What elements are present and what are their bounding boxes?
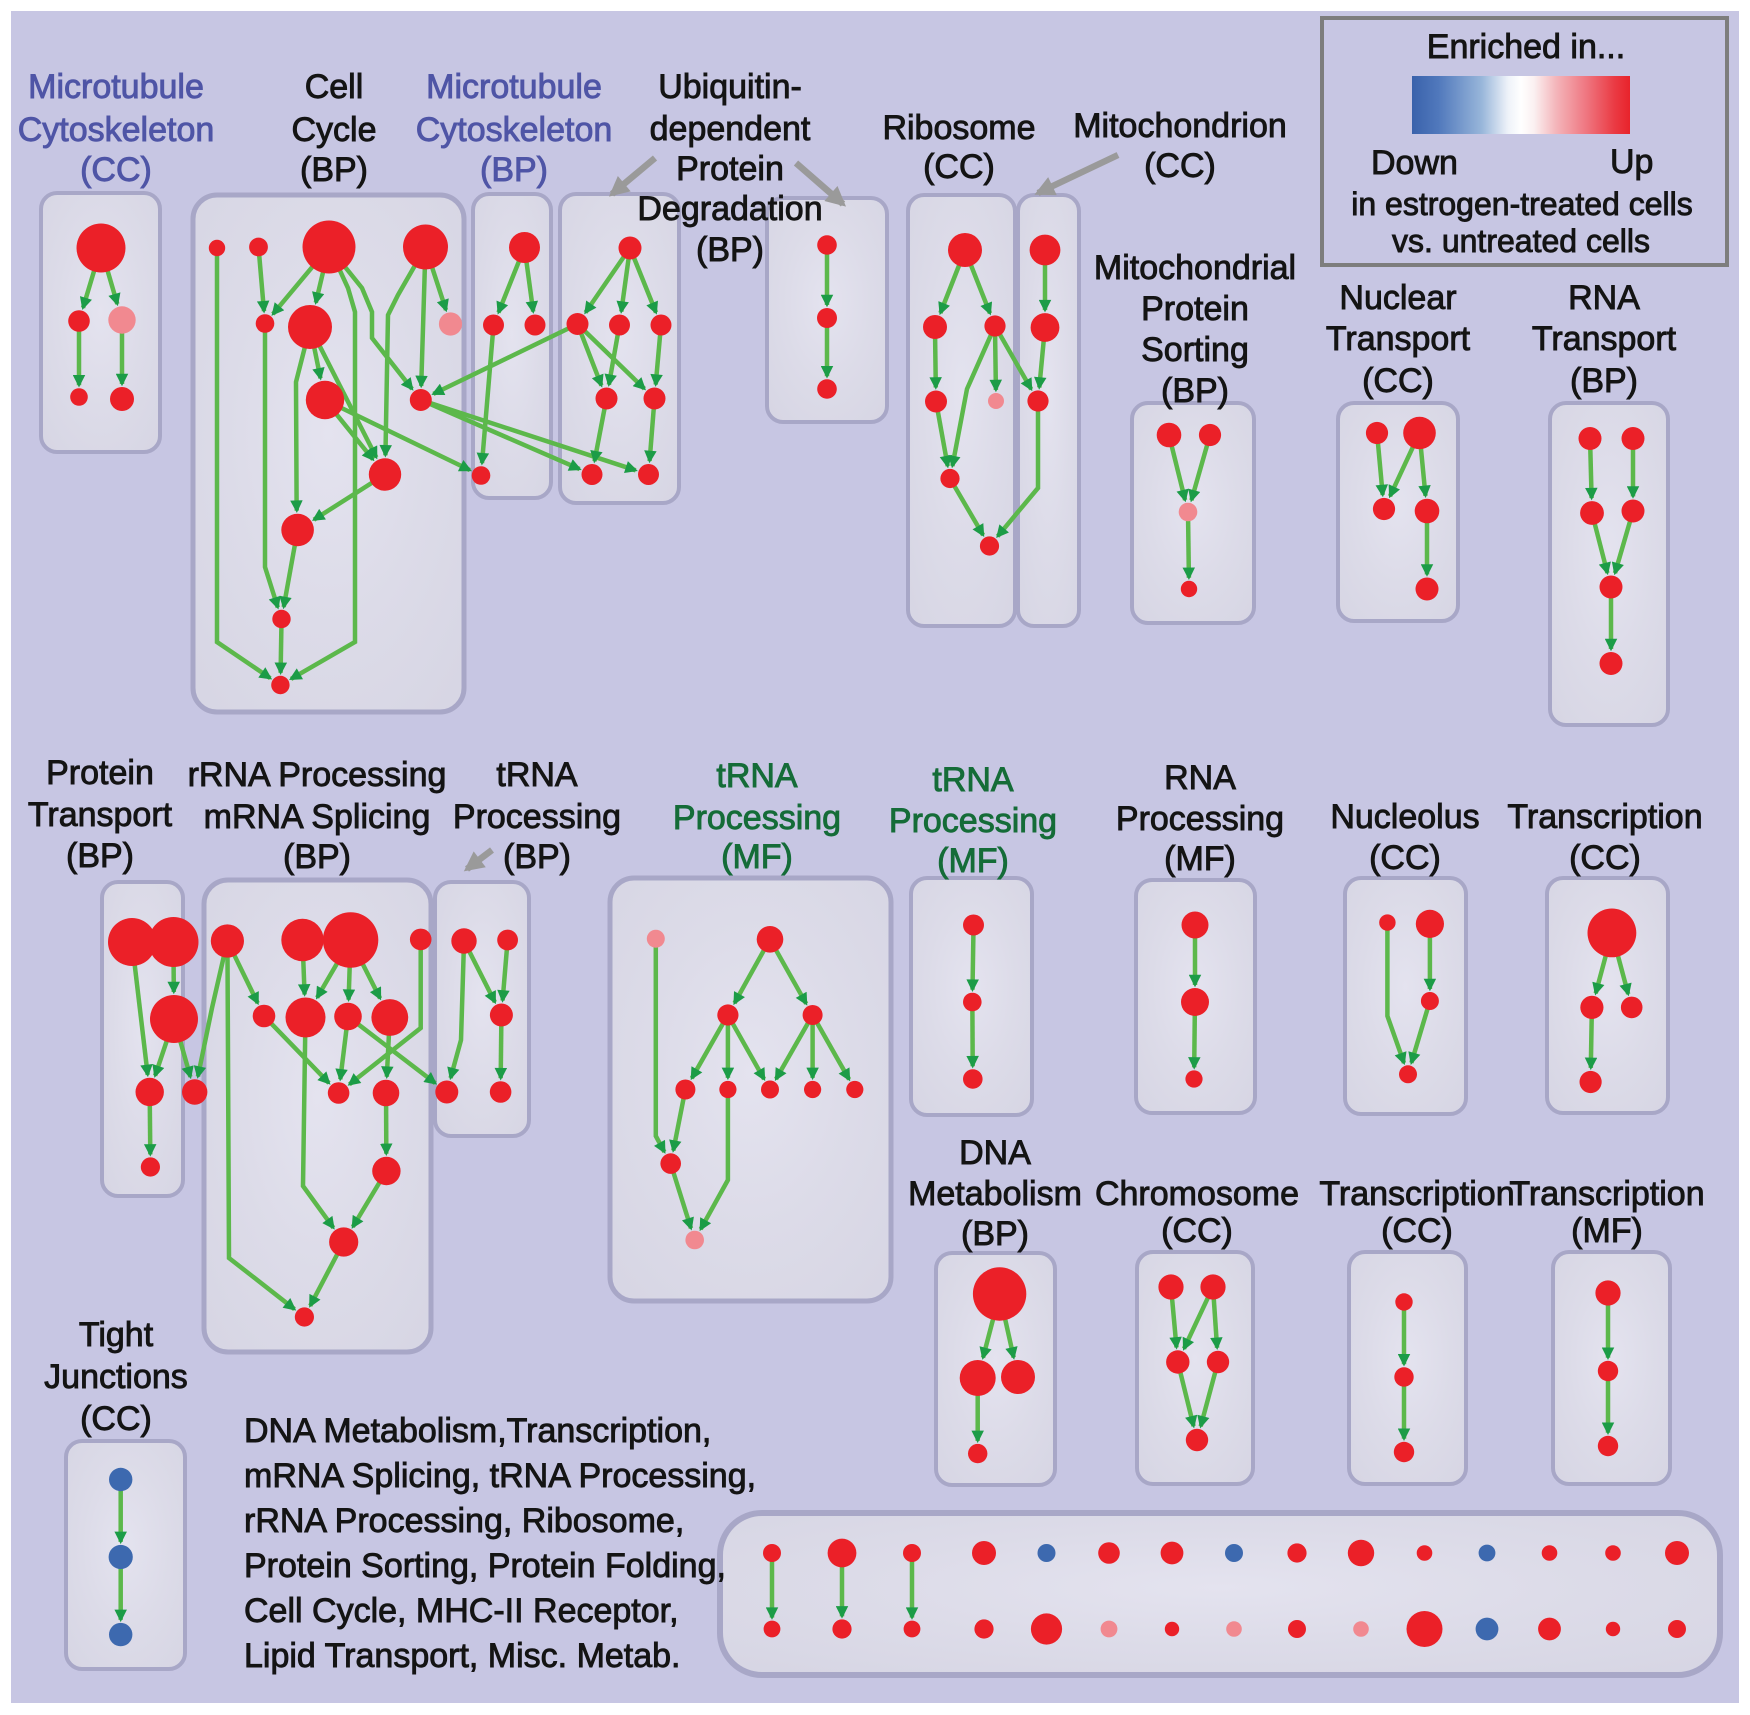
svg-text:Microtubule: Microtubule — [28, 68, 204, 106]
svg-text:Nuclear: Nuclear — [1339, 279, 1456, 317]
svg-text:Junctions: Junctions — [44, 1358, 188, 1396]
svg-text:Protein Sorting, Protein Foldi: Protein Sorting, Protein Folding, — [244, 1547, 726, 1585]
svg-text:(CC): (CC) — [1161, 1212, 1233, 1250]
svg-text:in estrogen-treated cells: in estrogen-treated cells — [1351, 186, 1693, 222]
svg-text:Cell: Cell — [305, 68, 364, 106]
svg-text:(BP): (BP) — [503, 838, 571, 876]
svg-text:(CC): (CC) — [1144, 147, 1216, 185]
svg-text:Mitochondrion: Mitochondrion — [1073, 107, 1287, 145]
svg-text:RNA: RNA — [1164, 759, 1236, 797]
svg-text:Nucleolus: Nucleolus — [1330, 798, 1479, 836]
svg-text:(BP): (BP) — [696, 231, 764, 269]
svg-text:(BP): (BP) — [961, 1215, 1029, 1253]
svg-text:Microtubule: Microtubule — [426, 68, 602, 106]
svg-text:Cell Cycle, MHC-II Receptor,: Cell Cycle, MHC-II Receptor, — [244, 1592, 679, 1630]
svg-text:Transcription: Transcription — [1509, 1175, 1704, 1213]
svg-text:(CC): (CC) — [923, 148, 995, 186]
svg-text:Up: Up — [1610, 143, 1653, 181]
svg-text:Mitochondrial: Mitochondrial — [1094, 249, 1296, 287]
svg-text:rRNA Processing: rRNA Processing — [188, 756, 447, 794]
svg-text:Protein: Protein — [1141, 290, 1249, 328]
svg-text:(CC): (CC) — [1569, 839, 1641, 877]
svg-text:(MF): (MF) — [1571, 1212, 1643, 1250]
svg-text:Ubiquitin-: Ubiquitin- — [658, 68, 802, 106]
svg-text:Lipid Transport, Misc. Metab.: Lipid Transport, Misc. Metab. — [244, 1637, 681, 1675]
svg-text:tRNA: tRNA — [496, 756, 578, 794]
svg-text:Degradation: Degradation — [637, 190, 822, 228]
svg-text:(BP): (BP) — [283, 838, 351, 876]
svg-text:Transcription: Transcription — [1319, 1175, 1514, 1213]
svg-text:tRNA: tRNA — [932, 761, 1014, 799]
svg-text:Protein: Protein — [676, 150, 784, 188]
svg-text:Cycle: Cycle — [291, 111, 376, 149]
svg-text:DNA: DNA — [959, 1134, 1031, 1172]
svg-text:Transport: Transport — [1326, 320, 1471, 358]
svg-text:Cytoskeleton: Cytoskeleton — [416, 111, 613, 149]
svg-text:Ribosome: Ribosome — [882, 109, 1035, 147]
svg-text:(CC): (CC) — [1381, 1212, 1453, 1250]
svg-text:(MF): (MF) — [937, 842, 1009, 880]
svg-text:(BP): (BP) — [66, 837, 134, 875]
svg-text:DNA Metabolism,Transcription,: DNA Metabolism,Transcription, — [244, 1412, 711, 1450]
svg-text:(CC): (CC) — [80, 151, 152, 189]
svg-text:Enriched in...: Enriched in... — [1427, 28, 1625, 66]
svg-text:Processing: Processing — [1116, 800, 1284, 838]
svg-text:Tight: Tight — [79, 1316, 154, 1354]
svg-text:rRNA Processing, Ribosome,: rRNA Processing, Ribosome, — [244, 1502, 684, 1540]
svg-text:Transcription: Transcription — [1507, 798, 1702, 836]
svg-text:Down: Down — [1371, 144, 1458, 182]
svg-text:Cytoskeleton: Cytoskeleton — [18, 111, 215, 149]
svg-text:(CC): (CC) — [1362, 362, 1434, 400]
svg-text:RNA: RNA — [1568, 279, 1640, 317]
svg-text:(MF): (MF) — [1164, 840, 1236, 878]
svg-text:tRNA: tRNA — [716, 757, 798, 795]
svg-text:Transport: Transport — [28, 796, 173, 834]
svg-text:dependent: dependent — [650, 110, 811, 148]
svg-text:(BP): (BP) — [1161, 372, 1229, 410]
svg-text:Processing: Processing — [889, 802, 1057, 840]
svg-text:Transport: Transport — [1532, 320, 1677, 358]
svg-text:(BP): (BP) — [1570, 362, 1638, 400]
svg-text:Chromosome: Chromosome — [1095, 1175, 1299, 1213]
svg-text:Processing: Processing — [453, 798, 621, 836]
svg-text:Processing: Processing — [673, 799, 841, 837]
svg-text:(CC): (CC) — [1369, 839, 1441, 877]
svg-text:mRNA Splicing, tRNA Processing: mRNA Splicing, tRNA Processing, — [244, 1457, 756, 1495]
svg-text:Protein: Protein — [46, 754, 154, 792]
svg-text:Sorting: Sorting — [1141, 331, 1249, 369]
svg-text:vs. untreated cells: vs. untreated cells — [1392, 223, 1650, 259]
svg-text:mRNA Splicing: mRNA Splicing — [204, 798, 431, 836]
svg-text:(BP): (BP) — [480, 151, 548, 189]
svg-text:(CC): (CC) — [80, 1400, 152, 1438]
svg-text:(MF): (MF) — [721, 838, 793, 876]
svg-text:(BP): (BP) — [300, 151, 368, 189]
svg-text:Metabolism: Metabolism — [908, 1175, 1082, 1213]
